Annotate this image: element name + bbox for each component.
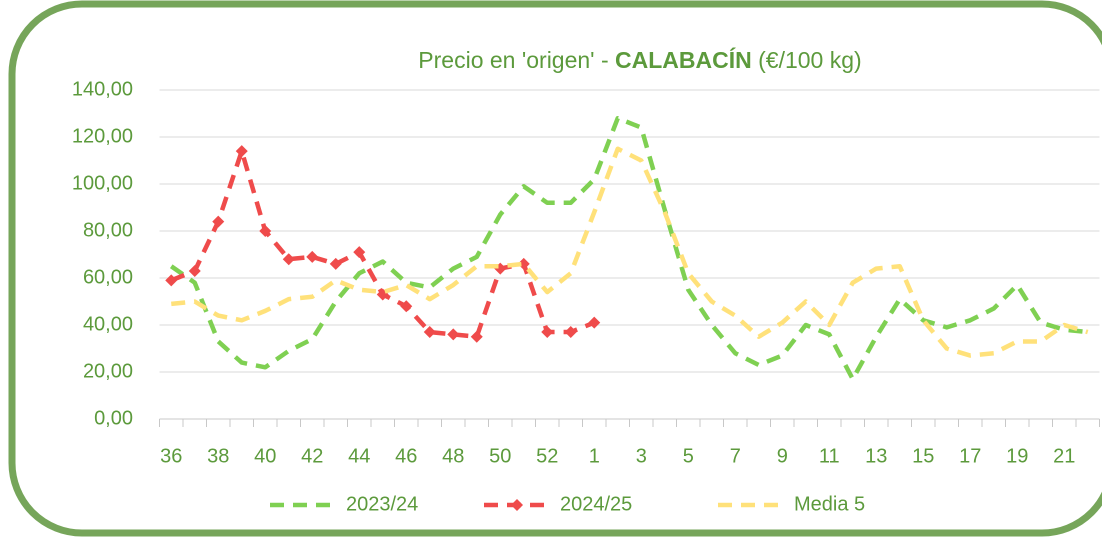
- data-marker: [259, 225, 272, 237]
- data-marker: [541, 326, 554, 339]
- data-marker: [329, 257, 342, 270]
- y-tick-label: 100,00: [72, 172, 133, 194]
- data-marker: [470, 330, 483, 343]
- y-tick-label: 140,00: [72, 78, 133, 100]
- title-part: Precio en 'origen' -: [418, 47, 615, 73]
- x-tick-label: 48: [442, 445, 464, 467]
- x-tick-label: 38: [207, 445, 229, 467]
- y-tick-label: 60,00: [83, 266, 133, 288]
- data-marker: [306, 250, 319, 263]
- y-tick-label: 20,00: [83, 360, 133, 382]
- y-tick-label: 0,00: [94, 407, 133, 429]
- y-tick-label: 120,00: [72, 125, 133, 147]
- data-marker: [235, 145, 248, 158]
- x-tick-label: 21: [1053, 445, 1075, 467]
- data-marker: [423, 326, 436, 339]
- data-marker: [588, 316, 601, 329]
- x-tick-label: 15: [912, 445, 934, 467]
- data-marker: [517, 257, 530, 270]
- data-marker: [353, 246, 366, 259]
- x-tick-label: 5: [683, 445, 694, 467]
- series-line: [169, 115, 1088, 382]
- data-marker: [564, 326, 577, 339]
- legend-label: 2024/25: [560, 493, 632, 515]
- x-tick-label: 9: [777, 445, 788, 467]
- data-marker: [282, 253, 295, 266]
- legend-marker: [511, 499, 523, 511]
- x-tick-label: 40: [254, 445, 276, 467]
- y-tick-label: 40,00: [83, 313, 133, 335]
- x-tick-label: 44: [348, 445, 370, 467]
- legend-label: Media 5: [794, 493, 865, 515]
- x-tick-label: 46: [395, 445, 417, 467]
- y-tick-label: 80,00: [83, 219, 133, 241]
- x-tick-label: 19: [1006, 445, 1028, 467]
- title-part: (€/100 kg): [752, 47, 862, 73]
- x-tick-label: 7: [730, 445, 741, 467]
- data-marker: [400, 300, 413, 313]
- x-tick-label: 52: [536, 445, 558, 467]
- frame: [8, 0, 1102, 537]
- legend-label: 2023/24: [346, 493, 418, 515]
- data-marker: [447, 328, 460, 341]
- data-marker: [165, 274, 178, 287]
- data-marker: [188, 264, 201, 277]
- title-part: CALABACÍN: [615, 46, 752, 73]
- x-tick-label: 42: [301, 445, 323, 467]
- x-tick-label: 50: [489, 445, 511, 467]
- chart-title: Precio en 'origen' - CALABACÍN (€/100 kg…: [418, 46, 861, 73]
- x-tick-label: 1: [589, 445, 600, 467]
- x-tick-label: 13: [865, 445, 887, 467]
- series-line: [171, 146, 1089, 358]
- x-tick-label: 3: [636, 445, 647, 467]
- x-tick-label: 36: [160, 445, 182, 467]
- data-marker: [212, 215, 225, 228]
- x-tick-label: 11: [819, 445, 840, 467]
- x-tick-label: 17: [959, 445, 981, 467]
